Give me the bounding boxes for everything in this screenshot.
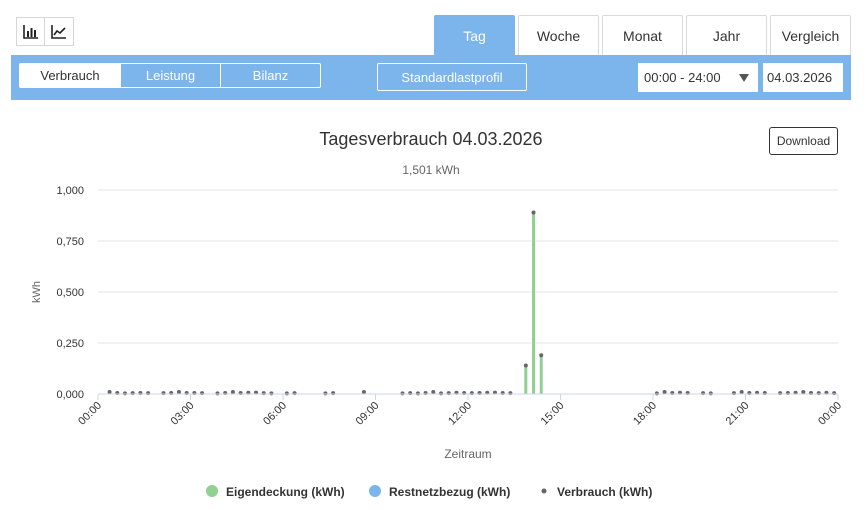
- segment-verbrauch[interactable]: Verbrauch: [20, 64, 120, 87]
- x-axis-title: Zeitraum: [444, 447, 491, 461]
- bar[interactable]: [532, 212, 536, 394]
- data-point[interactable]: [400, 391, 405, 396]
- chevron-down-icon: [739, 74, 749, 82]
- time-range-value: 00:00 - 24:00: [644, 70, 721, 85]
- data-point[interactable]: [130, 391, 135, 396]
- x-tick-label: 12:00: [446, 400, 474, 428]
- period-tabs: Tag Woche Monat Jahr Vergleich: [434, 15, 854, 55]
- chart-legend: Eigendeckung (kWh) Restnetzbezug (kWh) V…: [206, 485, 652, 499]
- x-tick-label: 00:00: [816, 400, 844, 428]
- data-point[interactable]: [662, 389, 667, 394]
- y-axis-title: kWh: [31, 281, 43, 303]
- data-point[interactable]: [439, 391, 444, 396]
- tab-woche[interactable]: Woche: [518, 15, 599, 55]
- legend-marker-eigendeckung: [206, 485, 218, 497]
- standard-profile-button[interactable]: Standardlastprofil: [377, 63, 527, 91]
- data-point[interactable]: [415, 391, 420, 396]
- data-point[interactable]: [801, 389, 806, 394]
- y-tick-label: 0,000: [56, 389, 84, 401]
- data-point[interactable]: [361, 389, 366, 394]
- chart-title: Tagesverbrauch 04.03.2026: [319, 129, 542, 149]
- legend-item-restnetzbezug[interactable]: Restnetzbezug (kWh): [369, 485, 510, 499]
- x-tick-label: 18:00: [631, 400, 659, 428]
- data-point[interactable]: [323, 391, 328, 396]
- legend-item-eigendeckung[interactable]: Eigendeckung (kWh): [206, 485, 345, 499]
- data-point[interactable]: [708, 391, 713, 396]
- toolbar: Verbrauch Leistung Bilanz Standardlastpr…: [11, 55, 851, 100]
- data-point[interactable]: [107, 389, 112, 394]
- data-point[interactable]: [200, 391, 205, 396]
- bar-chart-icon: [22, 24, 38, 39]
- legend-marker-verbrauch: [541, 488, 547, 494]
- data-point[interactable]: [739, 389, 744, 394]
- y-tick-label: 0,250: [56, 338, 84, 350]
- segment-bilanz[interactable]: Bilanz: [220, 64, 320, 87]
- bar[interactable]: [524, 365, 528, 394]
- data-point[interactable]: [446, 391, 451, 396]
- legend-item-verbrauch[interactable]: Verbrauch (kWh): [541, 485, 653, 499]
- data-point[interactable]: [215, 391, 220, 396]
- data-point[interactable]: [469, 391, 474, 396]
- data-point[interactable]: [523, 363, 528, 368]
- x-tick-label: 06:00: [261, 400, 289, 428]
- tab-jahr[interactable]: Jahr: [686, 15, 767, 55]
- legend-label-verbrauch: Verbrauch (kWh): [557, 485, 652, 499]
- data-point[interactable]: [161, 391, 166, 396]
- point-series: [107, 210, 837, 396]
- data-point[interactable]: [122, 391, 127, 396]
- data-point[interactable]: [408, 391, 413, 396]
- chart-view-toggle: [16, 17, 74, 46]
- metric-segmented-control: Verbrauch Leistung Bilanz: [19, 63, 321, 88]
- data-point[interactable]: [701, 391, 706, 396]
- grid-lines: [98, 189, 838, 344]
- data-point[interactable]: [654, 391, 659, 396]
- tab-tag[interactable]: Tag: [434, 15, 515, 55]
- x-tick-label: 09:00: [354, 400, 382, 428]
- data-point[interactable]: [508, 391, 513, 396]
- data-point[interactable]: [531, 210, 536, 215]
- y-axis-ticks: 0,000 0,250 0,500 0,750 1,000: [56, 185, 84, 401]
- legend-label-eigendeckung: Eigendeckung (kWh): [226, 485, 345, 499]
- y-tick-label: 0,750: [56, 236, 84, 248]
- data-point[interactable]: [176, 389, 181, 394]
- data-point[interactable]: [731, 391, 736, 396]
- x-axis-ticks: 00:00 03:00 06:00 09:00 12:00 15:00 18:00 21:00…: [76, 394, 844, 428]
- y-tick-label: 0,500: [56, 287, 84, 299]
- x-tick-label: 15:00: [539, 400, 567, 428]
- data-point[interactable]: [284, 391, 289, 396]
- bar-chart-view-button[interactable]: [16, 17, 45, 46]
- legend-marker-restnetzbezug: [369, 485, 381, 497]
- line-chart-icon: [51, 24, 66, 39]
- chart-subtitle: 1,501 kWh: [402, 163, 459, 177]
- tab-vergleich[interactable]: Vergleich: [770, 15, 851, 55]
- data-point[interactable]: [816, 391, 821, 396]
- y-tick-label: 1,000: [56, 185, 84, 197]
- time-range-select[interactable]: 00:00 - 24:00: [638, 63, 758, 92]
- data-point[interactable]: [331, 391, 336, 396]
- x-tick-label: 00:00: [76, 400, 104, 428]
- x-tick-label: 03:00: [169, 400, 197, 428]
- data-point[interactable]: [292, 391, 297, 396]
- data-point[interactable]: [539, 353, 544, 358]
- date-field[interactable]: 04.03.2026: [763, 63, 843, 92]
- legend-label-restnetzbezug: Restnetzbezug (kWh): [389, 485, 510, 499]
- data-point[interactable]: [269, 391, 274, 396]
- data-point[interactable]: [261, 391, 266, 396]
- data-point[interactable]: [832, 391, 837, 396]
- x-tick-label: 21:00: [724, 400, 752, 428]
- bar-series: [524, 212, 543, 394]
- line-chart-view-button[interactable]: [45, 17, 74, 46]
- data-point[interactable]: [431, 389, 436, 394]
- data-point[interactable]: [146, 391, 151, 396]
- data-point[interactable]: [778, 391, 783, 396]
- tab-monat[interactable]: Monat: [602, 15, 683, 55]
- segment-leistung[interactable]: Leistung: [120, 64, 220, 87]
- data-point[interactable]: [230, 389, 235, 394]
- download-button[interactable]: Download: [769, 127, 838, 155]
- bar[interactable]: [539, 355, 543, 394]
